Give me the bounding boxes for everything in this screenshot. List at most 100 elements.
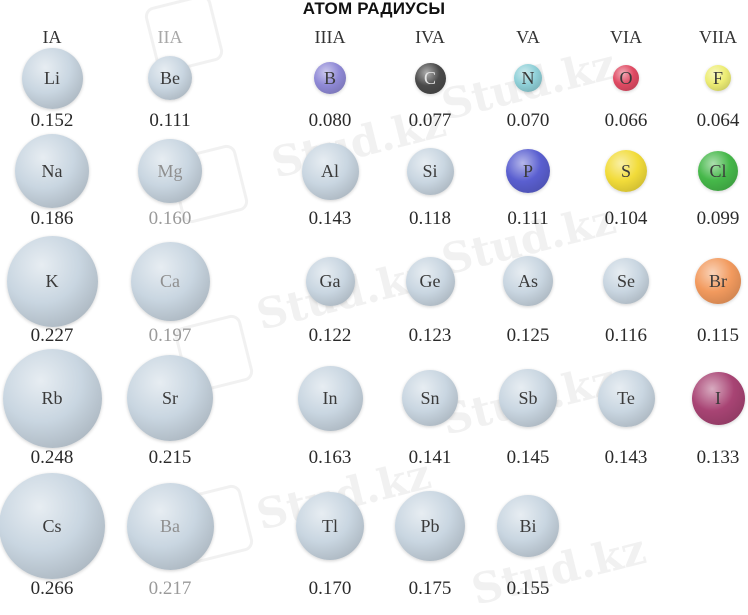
atom-ge: Ge: [405, 256, 455, 306]
element-symbol: O: [619, 67, 633, 88]
radius-value-pb: 0.175: [408, 578, 452, 599]
atom-ba: Ba: [126, 482, 214, 570]
atom-p: P: [506, 149, 550, 193]
atom-s: S: [605, 150, 647, 192]
radius-value-ba: 0.217: [148, 578, 192, 599]
atom-c: C: [414, 62, 446, 94]
group-header-iia: IIA: [157, 27, 183, 47]
element-symbol: S: [620, 160, 631, 181]
atom-cl: Cl: [698, 151, 738, 191]
radius-value-li: 0.152: [30, 110, 74, 131]
atom-te: Te: [597, 369, 655, 427]
element-symbol: I: [715, 387, 721, 408]
element-symbol: As: [517, 270, 538, 291]
radius-value-i: 0.133: [696, 447, 740, 468]
element-symbol: Ca: [160, 270, 180, 291]
radius-value-ca: 0.197: [148, 325, 192, 346]
atom-bi: Bi: [497, 495, 559, 557]
atom-o: O: [613, 65, 639, 91]
element-symbol: Bi: [519, 515, 537, 536]
element-symbol: Ba: [160, 515, 180, 536]
radius-value-be: 0.111: [149, 110, 191, 131]
element-symbol: Sb: [518, 387, 538, 408]
radius-value-n: 0.070: [506, 110, 550, 131]
radius-value-sn: 0.141: [408, 447, 452, 468]
element-symbol: Si: [422, 160, 438, 181]
radius-value-te: 0.143: [604, 447, 648, 468]
watermark-text: Stud.kz: [466, 524, 651, 615]
atom-b: B: [314, 62, 346, 94]
element-symbol: Ga: [319, 270, 341, 291]
atom-n: N: [514, 64, 542, 92]
element-symbol: In: [322, 387, 338, 408]
radius-value-p: 0.111: [507, 208, 549, 229]
group-header-ia: IA: [42, 27, 62, 47]
atom-as: As: [503, 256, 553, 306]
radius-value-sb: 0.145: [506, 447, 550, 468]
element-symbol: Na: [41, 160, 63, 181]
atom-si: Si: [406, 147, 454, 195]
radius-value-na: 0.186: [30, 208, 74, 229]
element-symbol: Te: [617, 387, 635, 408]
element-symbol: B: [323, 67, 336, 88]
group-header-viia: VIIA: [699, 27, 737, 47]
atom-br: Br: [695, 258, 741, 304]
atom-k: K: [6, 235, 98, 327]
element-symbol: Tl: [322, 515, 338, 536]
radius-value-b: 0.080: [308, 110, 352, 131]
atom-se: Se: [603, 258, 649, 304]
radius-value-mg: 0.160: [148, 208, 192, 229]
element-symbol: Al: [321, 160, 339, 181]
atom-tl: Tl: [296, 492, 364, 560]
atom-be: Be: [148, 56, 192, 100]
element-symbol: Be: [160, 67, 180, 88]
radius-value-c: 0.077: [408, 110, 452, 131]
group-header-iva: IVA: [415, 27, 445, 47]
atom-al: Al: [301, 142, 359, 200]
element-symbol: Sr: [161, 387, 178, 408]
radius-value-rb: 0.248: [30, 447, 74, 468]
atom-li: Li: [21, 47, 83, 109]
atom-mg: Mg: [138, 139, 202, 203]
element-symbol: Li: [44, 67, 60, 88]
group-header-via: VIA: [610, 27, 642, 47]
atom-cs: Cs: [0, 473, 105, 579]
atom-rb: Rb: [2, 348, 102, 448]
element-symbol: N: [521, 67, 535, 88]
radius-value-tl: 0.170: [308, 578, 352, 599]
element-symbol: Ge: [419, 270, 441, 291]
atom-i: I: [691, 371, 745, 425]
element-symbol: P: [522, 160, 533, 181]
group-header-iiia: IIIA: [314, 27, 346, 47]
radius-value-k: 0.227: [30, 325, 74, 346]
radius-value-in: 0.163: [308, 447, 352, 468]
element-symbol: Se: [617, 270, 635, 291]
radius-value-cl: 0.099: [696, 208, 740, 229]
radius-value-o: 0.066: [604, 110, 648, 131]
atom-pb: Pb: [395, 491, 465, 561]
atom-sb: Sb: [499, 369, 557, 427]
atom-ca: Ca: [130, 241, 210, 321]
element-symbol: Br: [709, 270, 727, 291]
radius-value-si: 0.118: [408, 208, 452, 229]
element-symbol: Rb: [41, 387, 63, 408]
radius-value-ge: 0.123: [408, 325, 452, 346]
element-symbol: C: [423, 67, 436, 88]
radius-value-ga: 0.122: [308, 325, 352, 346]
element-symbol: Mg: [157, 160, 183, 181]
atom-sn: Sn: [402, 370, 458, 426]
element-symbol: Cl: [709, 160, 727, 181]
atom-in: In: [297, 365, 363, 431]
radius-value-f: 0.064: [696, 110, 740, 131]
atom-sr: Sr: [127, 355, 213, 441]
element-symbol: K: [45, 270, 59, 291]
radius-value-bi: 0.155: [506, 578, 550, 599]
element-symbol: Pb: [420, 515, 440, 536]
radius-value-s: 0.104: [604, 208, 648, 229]
radius-value-al: 0.143: [308, 208, 352, 229]
element-symbol: Sn: [420, 387, 440, 408]
atom-ga: Ga: [305, 256, 355, 306]
radius-value-br: 0.115: [696, 325, 740, 346]
page-title: АТОМ РАДИУСЫ: [302, 0, 446, 18]
atom-na: Na: [15, 134, 89, 208]
